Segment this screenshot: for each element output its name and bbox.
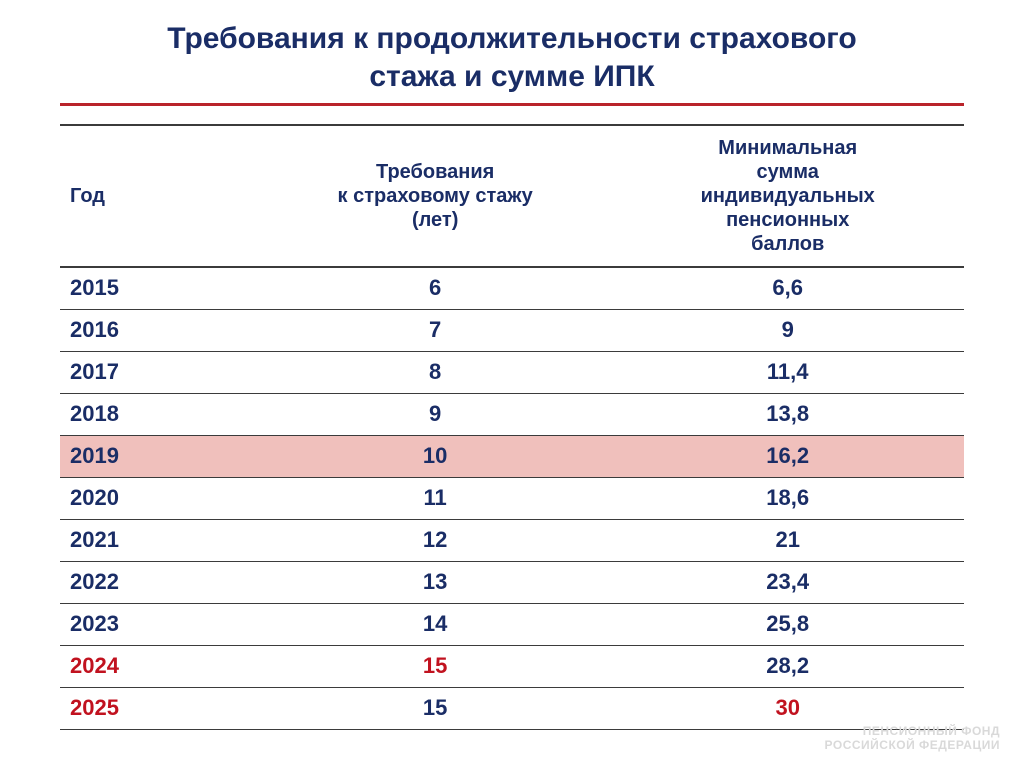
cell-year-value: 2021 <box>70 527 119 552</box>
cell-year-value: 2023 <box>70 611 119 636</box>
cell-req: 7 <box>259 309 612 351</box>
cell-req: 15 <box>259 687 612 729</box>
cell-year-value: 2018 <box>70 401 119 426</box>
cell-req: 12 <box>259 519 612 561</box>
cell-ipk: 9 <box>611 309 964 351</box>
footer-attribution: ПЕНСИОННЫЙ ФОНД РОССИЙСКОЙ ФЕДЕРАЦИИ <box>825 725 1000 753</box>
cell-ipk-value: 11,4 <box>767 359 809 384</box>
cell-req-value: 8 <box>429 359 441 384</box>
cell-year-value: 2015 <box>70 275 119 300</box>
cell-year: 2018 <box>60 393 259 435</box>
slide: Требования к продолжительности страховог… <box>0 0 1024 767</box>
cell-req: 14 <box>259 603 612 645</box>
cell-ipk-value: 13,8 <box>766 401 809 426</box>
table-row: 2016 7 9 <box>60 309 964 351</box>
requirements-table: Год Требованияк страховому стажу(лет) Ми… <box>60 124 964 730</box>
table-body: 2015 6 6,6 2016 7 9 2017 8 11,4 2018 9 13,8 2019 10 16… <box>60 267 964 729</box>
cell-year-value: 2016 <box>70 317 119 342</box>
cell-req-value: 11 <box>424 485 447 510</box>
table-row: 2022 13 23,4 <box>60 561 964 603</box>
cell-ipk-value: 21 <box>775 527 799 552</box>
cell-req: 10 <box>259 435 612 477</box>
cell-req-value: 15 <box>423 695 447 720</box>
cell-year-value: 2025 <box>70 695 119 720</box>
page-title: Требования к продолжительности страховог… <box>60 20 964 95</box>
footer-line-2: РОССИЙСКОЙ ФЕДЕРАЦИИ <box>825 738 1000 752</box>
cell-ipk: 30 <box>611 687 964 729</box>
cell-req-value: 10 <box>423 443 447 468</box>
header-year: Год <box>60 125 259 267</box>
header-ipk-label: Минимальнаясуммаиндивидуальныхпенсионных… <box>701 137 875 255</box>
cell-ipk-value: 28,2 <box>766 653 809 678</box>
table-row: 2021 12 21 <box>60 519 964 561</box>
title-line-2: стажа и сумме ИПК <box>369 60 654 93</box>
header-ipk: Минимальнаясуммаиндивидуальныхпенсионных… <box>611 125 964 267</box>
cell-year: 2025 <box>60 687 259 729</box>
cell-req: 15 <box>259 645 612 687</box>
cell-req: 6 <box>259 267 612 309</box>
cell-req: 13 <box>259 561 612 603</box>
cell-req: 8 <box>259 351 612 393</box>
table-row: 2024 15 28,2 <box>60 645 964 687</box>
cell-ipk: 13,8 <box>611 393 964 435</box>
cell-year: 2015 <box>60 267 259 309</box>
table-row: 2019 10 16,2 <box>60 435 964 477</box>
cell-year-value: 2022 <box>70 569 119 594</box>
table-row: 2017 8 11,4 <box>60 351 964 393</box>
table-row: 2018 9 13,8 <box>60 393 964 435</box>
title-line-1: Требования к продолжительности страховог… <box>167 22 856 55</box>
cell-ipk-value: 23,4 <box>766 569 809 594</box>
cell-ipk: 21 <box>611 519 964 561</box>
cell-ipk: 6,6 <box>611 267 964 309</box>
cell-year: 2019 <box>60 435 259 477</box>
cell-year-value: 2017 <box>70 359 119 384</box>
cell-req-value: 9 <box>429 401 441 426</box>
cell-ipk-value: 9 <box>782 317 794 342</box>
cell-req: 9 <box>259 393 612 435</box>
cell-ipk: 18,6 <box>611 477 964 519</box>
header-year-label: Год <box>70 185 105 207</box>
header-requirement: Требованияк страховому стажу(лет) <box>259 125 612 267</box>
cell-year-value: 2020 <box>70 485 119 510</box>
cell-req-value: 12 <box>423 527 447 552</box>
cell-year: 2022 <box>60 561 259 603</box>
cell-year-value: 2019 <box>70 443 119 468</box>
table-row: 2023 14 25,8 <box>60 603 964 645</box>
cell-req-value: 15 <box>423 653 447 678</box>
table-row: 2025 15 30 <box>60 687 964 729</box>
table-header-row: Год Требованияк страховому стажу(лет) Ми… <box>60 125 964 267</box>
cell-req-value: 14 <box>423 611 447 636</box>
cell-ipk-value: 16,2 <box>766 443 809 468</box>
cell-req: 11 <box>259 477 612 519</box>
footer-line-1: ПЕНСИОННЫЙ ФОНД <box>863 724 1000 738</box>
cell-ipk: 23,4 <box>611 561 964 603</box>
cell-ipk: 16,2 <box>611 435 964 477</box>
cell-ipk-value: 30 <box>775 695 799 720</box>
cell-req-value: 7 <box>429 317 441 342</box>
cell-year: 2021 <box>60 519 259 561</box>
header-requirement-label: Требованияк страховому стажу(лет) <box>338 161 533 231</box>
table-row: 2020 11 18,6 <box>60 477 964 519</box>
title-underline <box>60 103 964 106</box>
cell-ipk-value: 18,6 <box>766 485 809 510</box>
cell-ipk: 28,2 <box>611 645 964 687</box>
cell-year: 2017 <box>60 351 259 393</box>
cell-year: 2016 <box>60 309 259 351</box>
cell-ipk: 11,4 <box>611 351 964 393</box>
cell-req-value: 6 <box>429 275 441 300</box>
cell-ipk-value: 25,8 <box>766 611 809 636</box>
cell-year-value: 2024 <box>70 653 119 678</box>
cell-year: 2024 <box>60 645 259 687</box>
cell-year: 2020 <box>60 477 259 519</box>
cell-req-value: 13 <box>423 569 447 594</box>
cell-ipk: 25,8 <box>611 603 964 645</box>
cell-year: 2023 <box>60 603 259 645</box>
table-row: 2015 6 6,6 <box>60 267 964 309</box>
cell-ipk-value: 6,6 <box>772 275 803 300</box>
